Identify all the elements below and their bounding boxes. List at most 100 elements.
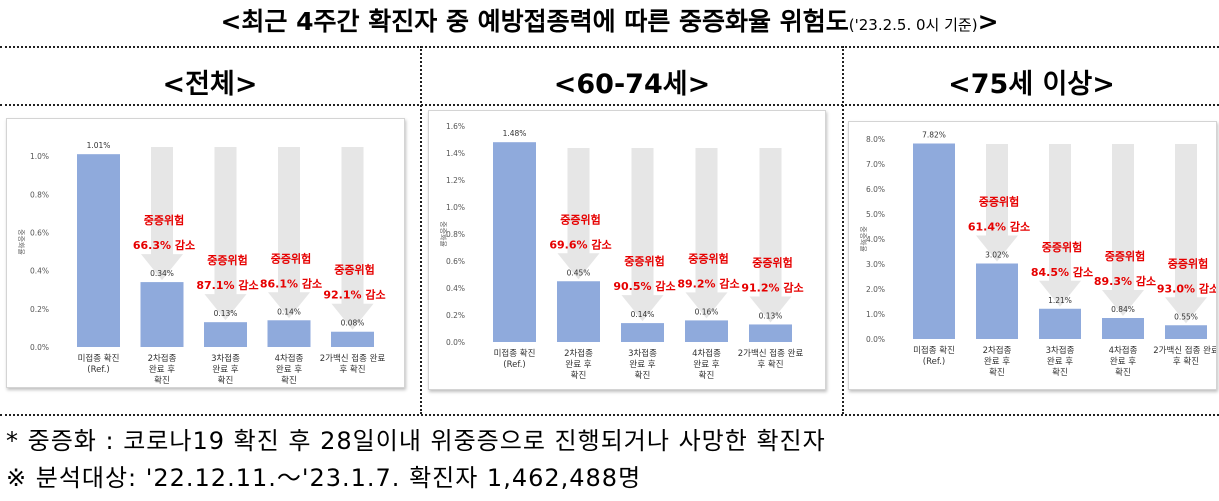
y-tick-label: 1.0% <box>866 310 885 319</box>
bar-value-label: 0.13% <box>214 309 238 318</box>
bar <box>267 320 311 347</box>
category-label: 완료 후 <box>276 365 302 375</box>
bar <box>1039 308 1081 339</box>
category-label: 확진 <box>1115 367 1131 378</box>
title-main: <최근 4주간 확진자 중 예방접종력에 따른 중증화율 위험도 <box>220 7 849 36</box>
top-divider <box>0 46 1219 48</box>
category-label: 4차접종 <box>1109 345 1138 356</box>
risk-reduction-label: 86.1% 감소 <box>260 276 322 290</box>
category-label: 2가백신 접종 완료 <box>320 353 386 364</box>
y-tick-label: 0.8% <box>446 230 465 239</box>
note-analysis: ※ 분석대상: '22.12.11.～'23.1.7. 확진자 1,462,48… <box>6 464 642 492</box>
bar <box>557 281 600 342</box>
bar <box>685 320 728 342</box>
category-label: 완료 후 <box>1047 357 1073 367</box>
bar-value-label: 0.08% <box>341 319 365 328</box>
reduction-arrow <box>976 144 1018 262</box>
bar-value-label: 0.45% <box>567 268 591 277</box>
reduction-arrow <box>1165 144 1207 324</box>
risk-label: 중증위험 <box>624 254 664 268</box>
category-label: 2가백신 접종 완료 <box>1153 345 1216 356</box>
bar-value-label: 0.14% <box>277 307 301 316</box>
category-label: 후 확진 <box>757 359 783 370</box>
category-label: (Ref.) <box>87 365 109 375</box>
chart-75-plus: 중증화율 0.0% 1.0% 2.0% 3.0% 4.0% 5.0% 6.0% 7.0% 8.0%… <box>848 121 1217 390</box>
bar-value-label: 0.16% <box>695 307 719 316</box>
panel-divider-1 <box>420 46 422 414</box>
y-tick-label: 0.6% <box>446 257 465 266</box>
y-tick-label: 8.0% <box>866 135 885 144</box>
chart-svg: 중증화율 0.0% 0.2% 0.4% 0.6% 0.8% 1.0% 1.2% 1.4% 1.6%… <box>439 122 804 381</box>
category-label: 4차접종 <box>692 348 721 359</box>
y-tick-label: 4.0% <box>866 235 885 244</box>
bar-value-label: 0.84% <box>1111 305 1135 314</box>
category-label: 후 확진 <box>1173 356 1199 367</box>
reduction-arrow <box>1102 144 1144 316</box>
category-label: (Ref.) <box>923 357 945 367</box>
y-tick-label: 0.4% <box>446 284 465 293</box>
reduction-arrow <box>331 147 374 330</box>
risk-label: 중증위험 <box>560 212 600 226</box>
category-label: 확진 <box>1052 367 1068 378</box>
panel-title-60-74: <60-74세> <box>553 69 711 100</box>
bar-value-label: 1.21% <box>1048 296 1072 305</box>
category-label: 확진 <box>635 370 651 381</box>
note-definition: * 중증화 : 코로나19 확진 후 28일이내 위중증으로 진행되거나 사망한… <box>6 427 826 455</box>
risk-reduction-label: 92.1% 감소 <box>323 288 385 302</box>
risk-label: 중증위험 <box>334 263 374 277</box>
chart-svg: 중증화율 0.0% 0.2% 0.4% 0.6% 0.8% 1.0% 1.01% 미접종 확진(… <box>17 141 386 386</box>
reduction-arrow <box>204 147 247 321</box>
risk-label: 중증위험 <box>1042 240 1082 254</box>
y-tick-label: 1.0% <box>446 203 465 212</box>
risk-reduction-label: 89.3% 감소 <box>1094 274 1156 288</box>
reduction-arrow <box>621 148 664 322</box>
category-label: 4차접종 <box>275 353 304 364</box>
bar-value-label: 0.13% <box>759 311 783 320</box>
panel-divider-2 <box>842 46 844 414</box>
risk-reduction-label: 90.5% 감소 <box>613 279 675 293</box>
category-label: 2차접종 <box>148 353 177 364</box>
y-axis-label: 중증화율 <box>439 221 447 247</box>
bar <box>976 263 1018 339</box>
risk-reduction-label: 87.1% 감소 <box>196 278 258 292</box>
risk-label: 중증위험 <box>1105 249 1145 263</box>
category-label: 확진 <box>154 375 170 386</box>
bar <box>140 282 184 347</box>
category-label: 미접종 확진 <box>78 353 120 364</box>
reduction-arrow <box>749 148 792 323</box>
category-label: 3차접종 <box>211 353 240 364</box>
risk-label: 중증위험 <box>271 251 311 265</box>
y-axis-label: 중증화율 <box>859 226 867 252</box>
category-label: 확진 <box>281 375 297 386</box>
category-label: 완료 후 <box>212 365 238 375</box>
risk-label: 중증위험 <box>1168 256 1208 270</box>
category-label: 완료 후 <box>565 360 591 370</box>
chart-svg: 중증화율 0.0% 1.0% 2.0% 3.0% 4.0% 5.0% 6.0% 7.0% 8.0%… <box>859 131 1216 379</box>
bar <box>1102 318 1144 339</box>
risk-reduction-label: 93.0% 감소 <box>1157 281 1216 295</box>
y-axis-label: 중증화율 <box>17 229 25 255</box>
reduction-arrow <box>141 147 183 281</box>
y-tick-label: 0.2% <box>30 305 49 314</box>
bar-value-label: 3.02% <box>985 251 1009 260</box>
y-tick-label: 1.2% <box>446 176 465 185</box>
bar <box>204 322 247 347</box>
y-tick-label: 1.6% <box>446 122 465 131</box>
y-tick-label: 0.6% <box>30 228 49 237</box>
y-tick-label: 0.0% <box>446 338 465 347</box>
bar <box>493 142 536 342</box>
risk-label: 중증위험 <box>752 255 792 269</box>
category-label: 확진 <box>989 367 1005 378</box>
title-close: > <box>977 7 999 36</box>
y-tick-label: 6.0% <box>866 185 885 194</box>
bar-value-label: 1.01% <box>87 141 111 150</box>
bar-value-label: 0.34% <box>150 269 174 278</box>
panel-title-all: <전체> <box>162 69 258 100</box>
category-label: 완료 후 <box>693 360 719 370</box>
reduction-arrow <box>557 148 600 280</box>
category-label: 2차접종 <box>983 345 1012 356</box>
risk-reduction-label: 89.2% 감소 <box>677 276 739 290</box>
reduction-arrow <box>685 148 728 319</box>
y-tick-label: 0.2% <box>446 311 465 320</box>
category-label: 완료 후 <box>984 357 1010 367</box>
